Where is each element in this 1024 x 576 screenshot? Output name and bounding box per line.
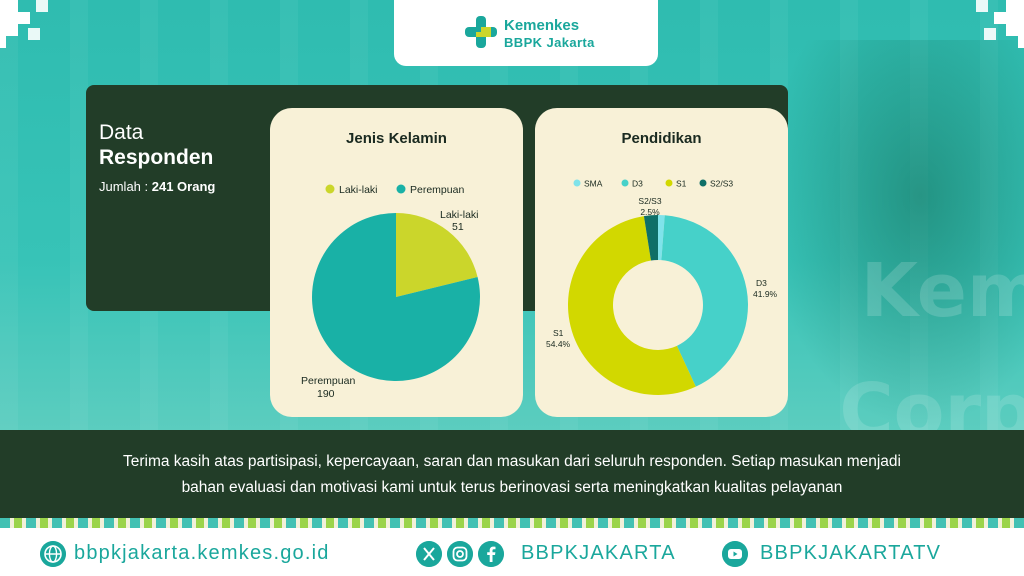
legend-label-d3: D3: [632, 179, 643, 189]
slice-label-perempuan-name: Perempuan: [301, 375, 355, 387]
message-bar: [0, 430, 1024, 518]
legend-label-perempuan: Perempuan: [410, 184, 464, 196]
legend-label-laki-laki: Laki-laki: [339, 184, 378, 196]
facebook-icon[interactable]: [478, 541, 504, 567]
slice-label-s1-name: S1: [553, 328, 564, 338]
education-chart-title: Pendidikan: [621, 130, 702, 147]
respondent-count-value: 241 Orang: [151, 179, 216, 194]
gender-chart-title: Jenis Kelamin: [346, 130, 447, 147]
slice-label-perempuan-value: 190: [317, 388, 335, 400]
gender-chart-card: Jenis Kelamin Laki-laki Perempuan Laki-lak…: [270, 108, 523, 417]
background-wall-text: Kem: [860, 248, 1024, 334]
donut-slice-s1: [568, 216, 696, 395]
donut-slice-s2-s3: [643, 215, 658, 261]
pie-slice-laki-laki: [396, 213, 478, 297]
slice-label-s1-value: 54.4%: [546, 339, 571, 349]
brand-name: Kemenkes: [504, 17, 580, 34]
panel-title-line2: Responden: [99, 146, 214, 169]
respondent-count: Jumlah : 241 Orang: [99, 179, 215, 194]
legend-swatch-s1: [665, 179, 673, 187]
thank-you-line2: bahan evaluasi dan motivasi kami untuk t…: [181, 479, 843, 496]
legend-swatch-d3: [621, 179, 629, 187]
footer: [0, 528, 1024, 576]
legend-swatch-s2-s3: [699, 179, 707, 187]
slice-label-laki-laki-value: 51: [452, 221, 464, 233]
corner-decoration-left: [0, 0, 48, 48]
legend-label-sma: SMA: [584, 179, 603, 189]
corner-decoration-right: [976, 0, 1024, 48]
youtube-icon[interactable]: [722, 541, 748, 567]
instagram-icon[interactable]: [447, 541, 473, 567]
youtube-handle[interactable]: BBPKJAKARTATV: [760, 542, 942, 564]
thank-you-line1: Terima kasih atas partisipasi, kepercaya…: [122, 453, 901, 470]
plant-decoration: [764, 40, 1024, 430]
gender-pie-chart: Laki-laki PerempuanLaki-laki51Perempuan19…: [301, 184, 480, 400]
x-icon[interactable]: [416, 541, 442, 567]
legend-swatch-laki-laki: [325, 184, 335, 194]
slice-label-s2s3-name: S2/S3: [638, 196, 661, 206]
donut-slice-d3: [661, 215, 748, 387]
education-chart-card: Pendidikan SMA D3 S1 S2/S3 D3 41.9% S1 54.4% S2/…: [535, 108, 788, 417]
logo-card: Kemenkes BBPK Jakarta: [394, 0, 658, 66]
pie-slice-perempuan: [312, 213, 480, 381]
slice-label-laki-laki-name: Laki-laki: [440, 209, 479, 221]
slice-label-d3-value: 41.9%: [753, 289, 778, 299]
thank-you-message: Terima kasih atas partisipasi, kepercaya…: [40, 449, 984, 501]
globe-icon[interactable]: [40, 541, 66, 567]
legend-swatch-perempuan: [396, 184, 406, 194]
website-link[interactable]: bbpkjakarta.kemkes.go.id: [74, 542, 330, 564]
legend-swatch-sma: [573, 179, 581, 187]
legend-label-s2-s3: S2/S3: [710, 179, 733, 189]
brand-subname: BBPK Jakarta: [504, 35, 595, 50]
slice-label-d3-name: D3: [756, 278, 767, 288]
decorative-strip: [0, 518, 1024, 528]
respondent-count-label: Jumlah :: [99, 179, 152, 194]
slice-label-s2s3-value: 2.5%: [640, 207, 660, 217]
kemenkes-logo-icon: [465, 16, 497, 48]
donut-slice-sma: [658, 215, 665, 261]
social-handle[interactable]: BBPKJAKARTA: [521, 542, 676, 564]
panel-title-line1: Data: [99, 121, 144, 144]
legend-label-s1: S1: [676, 179, 687, 189]
